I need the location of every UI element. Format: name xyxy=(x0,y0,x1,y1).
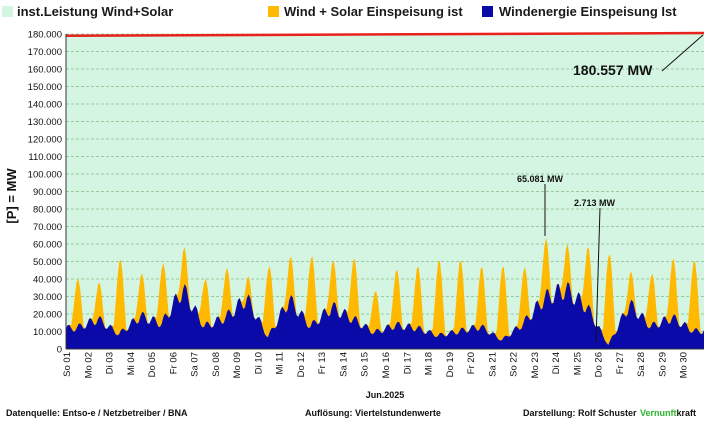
x-tick-label: Do 19 xyxy=(445,352,456,377)
y-tick-label: 70.000 xyxy=(33,222,62,233)
footer-brand: Vernunftkraft xyxy=(640,408,696,418)
y-tick-label: 150.000 xyxy=(28,82,62,93)
y-tick-label: 180.000 xyxy=(28,30,62,41)
x-tick-label: Mo 23 xyxy=(530,352,541,378)
legend-swatch-wind-solar xyxy=(268,6,279,17)
y-tick-label: 40.000 xyxy=(33,275,62,286)
y-tick-label: 120.000 xyxy=(28,135,62,146)
y-tick-label: 170.000 xyxy=(28,47,62,58)
footer-resolution: Auflösung: Viertelstundenwerte xyxy=(305,408,441,418)
x-tick-label: Di 24 xyxy=(551,352,562,374)
series-wind-area xyxy=(66,282,704,349)
y-tick-label: 160.000 xyxy=(28,65,62,76)
y-tick-label: 10.000 xyxy=(33,327,62,338)
x-tick-label: Sa 07 xyxy=(190,352,201,377)
y-tick-label: 30.000 xyxy=(33,292,62,303)
x-tick-label: So 01 xyxy=(62,352,73,377)
x-tick-label: Mi 04 xyxy=(126,352,137,375)
x-tick-label: Mo 09 xyxy=(232,352,243,378)
x-tick-label: Di 10 xyxy=(253,352,264,374)
x-tick-label: Sa 28 xyxy=(636,352,647,377)
x-tick-label: Di 03 xyxy=(105,352,116,374)
y-tick-label: 50.000 xyxy=(33,257,62,268)
footer-author: Darstellung: Rolf Schuster xyxy=(523,408,637,418)
legend-label-installed: inst.Leistung Wind+Solar xyxy=(17,4,173,19)
x-tick-label: Di 17 xyxy=(402,352,413,374)
y-tick-label: 60.000 xyxy=(33,240,62,251)
x-tick-label: So 29 xyxy=(658,352,669,377)
footer-brand-green: Vernunft xyxy=(640,408,677,418)
x-axis-ticks: So 01 Mo 02 Di 03 Mi 04 Do 05 Fr 06 Sa 07 So 08… xyxy=(62,352,690,378)
x-tick-label: Mi 11 xyxy=(275,352,286,375)
installed-annotation: 180.557 MW xyxy=(573,62,653,78)
x-axis-label: Jun.2025 xyxy=(366,390,405,400)
min-annotation-arrow xyxy=(595,207,601,343)
x-tick-label: Fr 06 xyxy=(168,352,179,374)
y-tick-label: 100.000 xyxy=(28,170,62,181)
series-installed-line xyxy=(65,31,705,37)
footer-source: Datenquelle: Entso-e / Netzbetreiber / B… xyxy=(6,408,188,418)
x-tick-label: So 22 xyxy=(509,352,520,377)
x-tick-label: Mo 02 xyxy=(83,352,94,378)
y-tick-label: 130.000 xyxy=(28,117,62,128)
y-tick-label: 0 xyxy=(57,345,62,356)
x-tick-label: Fr 20 xyxy=(466,352,477,374)
peak-annotation: 65.081 MW xyxy=(517,174,564,184)
y-tick-label: 20.000 xyxy=(33,310,62,321)
y-tick-label: 110.000 xyxy=(28,152,62,163)
y-tick-label: 140.000 xyxy=(28,100,62,111)
y-axis-label: [P] = MW xyxy=(4,168,19,224)
y-tick-label: 80.000 xyxy=(33,205,62,216)
footer-brand-black: kraft xyxy=(677,408,697,418)
x-tick-label: Mi 25 xyxy=(572,352,583,375)
min-annotation: 2.713 MW xyxy=(574,198,616,208)
y-axis-ticks: 0 10.000 20.000 30.000 40.000 50.000 60.000 70.… xyxy=(28,30,62,356)
x-tick-label: Fr 13 xyxy=(317,352,328,374)
x-tick-label: Mo 30 xyxy=(679,352,690,378)
legend-label-wind-solar: Wind + Solar Einspeisung ist xyxy=(284,4,463,19)
x-tick-label: So 08 xyxy=(211,352,222,377)
x-tick-label: Fr 27 xyxy=(615,352,626,374)
y-tick-label: 90.000 xyxy=(33,187,62,198)
x-tick-label: So 15 xyxy=(360,352,371,377)
x-tick-label: Sa 14 xyxy=(339,352,350,377)
x-tick-label: Sa 21 xyxy=(487,352,498,377)
x-tick-label: Do 12 xyxy=(296,352,307,377)
installed-annotation-arrow xyxy=(661,34,704,72)
x-tick-label: Do 26 xyxy=(594,352,605,377)
x-tick-label: Do 05 xyxy=(147,352,158,377)
x-tick-label: Mo 16 xyxy=(381,352,392,378)
legend-swatch-wind xyxy=(482,6,493,17)
x-tick-label: Mi 18 xyxy=(424,352,435,375)
legend-label-wind: Windenergie Einspeisung Ist xyxy=(499,4,677,19)
legend-swatch-installed xyxy=(2,6,13,17)
legend: inst.Leistung Wind+Solar Wind + Solar Ei… xyxy=(2,4,677,19)
